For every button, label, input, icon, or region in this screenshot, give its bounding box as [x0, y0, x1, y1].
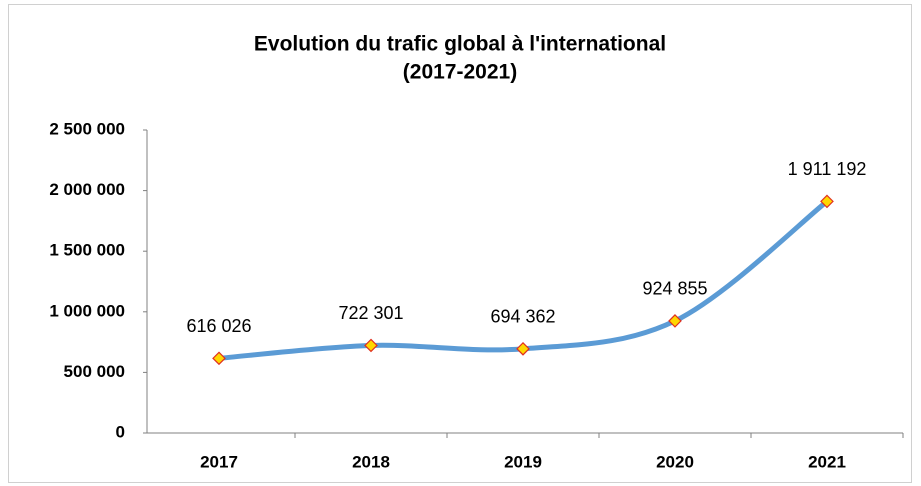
chart-title: Evolution du trafic global à l'internati…	[254, 33, 666, 56]
x-tick-label: 2019	[504, 452, 542, 471]
y-tick-label: 2 500 000	[49, 119, 125, 138]
y-tick-label: 2 000 000	[49, 180, 125, 199]
data-label: 694 362	[490, 307, 555, 327]
marker	[516, 341, 530, 356]
marker	[668, 314, 682, 328]
chart-border	[8, 4, 912, 483]
marker	[820, 194, 834, 209]
x-tick-label: 2018	[352, 452, 390, 471]
x-tick-label: 2017	[200, 452, 238, 471]
y-tick-label: 0	[116, 422, 125, 441]
data-label: 722 301	[338, 303, 403, 323]
data-label: 1 911 192	[788, 159, 867, 179]
data-label: 924 855	[642, 279, 707, 299]
marker	[212, 351, 226, 366]
marker	[364, 338, 378, 353]
y-tick-label: 1 000 000	[49, 301, 125, 320]
x-tick-label: 2020	[656, 452, 694, 471]
data-label: 616 026	[186, 316, 251, 336]
x-tick-label: 2021	[808, 452, 846, 471]
y-tick-label: 1 500 000	[49, 241, 125, 260]
y-tick-label: 500 000	[64, 362, 125, 381]
chart-title: (2017-2021)	[403, 61, 517, 84]
